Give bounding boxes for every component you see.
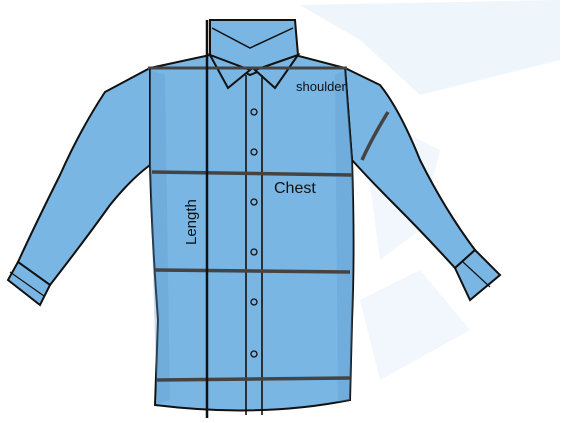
waist-line <box>154 268 351 274</box>
left-cuff <box>6 260 52 307</box>
right-sleeve <box>343 66 502 302</box>
shirt-body <box>149 54 355 412</box>
button <box>250 198 258 206</box>
button <box>250 350 258 358</box>
button <box>250 298 258 306</box>
collar <box>207 19 301 90</box>
button <box>250 108 258 116</box>
left-sleeve <box>6 66 151 307</box>
button <box>250 248 258 256</box>
hem-line <box>156 376 351 382</box>
measurement-lines <box>148 20 390 418</box>
background-smudges <box>300 0 560 380</box>
sleeve-seam-line <box>360 111 390 161</box>
chest-line <box>151 170 353 177</box>
shoulder-label: shoulder <box>296 79 347 94</box>
chest-label: Chest <box>274 180 316 197</box>
placket <box>245 75 263 415</box>
length-label: Length <box>183 199 200 245</box>
button <box>250 148 258 156</box>
